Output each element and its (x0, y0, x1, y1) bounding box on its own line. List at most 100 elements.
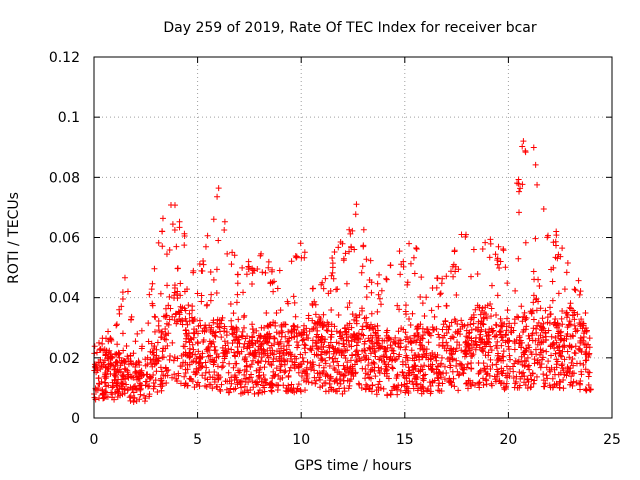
data-point (454, 339, 461, 346)
data-point (570, 378, 577, 385)
data-point (245, 258, 252, 265)
data-point (548, 266, 555, 273)
data-point (350, 331, 357, 338)
data-point (227, 300, 234, 307)
data-point (241, 371, 248, 378)
data-point (363, 319, 370, 326)
data-point (359, 263, 366, 270)
data-point (301, 249, 308, 256)
data-point (356, 381, 363, 388)
data-point (265, 339, 272, 346)
data-point (517, 185, 524, 192)
data-point (380, 385, 387, 392)
data-point (519, 181, 526, 188)
data-point (376, 271, 383, 278)
data-point (189, 307, 196, 314)
data-point (486, 254, 493, 261)
data-point (521, 362, 528, 369)
data-point (113, 380, 120, 387)
data-point (582, 366, 589, 373)
data-point (239, 264, 246, 271)
x-tick-label: 20 (499, 432, 517, 448)
data-point (374, 280, 381, 287)
data-point (451, 248, 458, 255)
data-point (462, 338, 469, 345)
data-point (532, 337, 539, 344)
data-point (400, 326, 407, 333)
data-point (348, 244, 355, 251)
data-point (375, 367, 382, 374)
data-point (572, 325, 579, 332)
data-point (493, 361, 500, 368)
data-point (470, 351, 477, 358)
data-point (94, 387, 101, 394)
data-point (110, 362, 117, 369)
data-point (470, 320, 477, 327)
data-point (482, 311, 489, 318)
data-point (102, 379, 109, 386)
data-point (418, 274, 425, 281)
data-point (494, 371, 501, 378)
data-point (492, 251, 499, 258)
data-point (359, 323, 366, 330)
data-point (378, 287, 385, 294)
data-point (434, 374, 441, 381)
data-point (434, 363, 441, 370)
data-point (213, 266, 220, 273)
data-point (160, 354, 167, 361)
data-point (118, 381, 125, 388)
data-point (344, 322, 351, 329)
data-point (455, 372, 462, 379)
data-point (240, 314, 247, 321)
data-point (361, 347, 368, 354)
data-point (214, 323, 221, 330)
data-point (151, 265, 158, 272)
data-point (334, 286, 341, 293)
data-point (200, 257, 207, 264)
data-point (387, 342, 394, 349)
data-point (447, 364, 454, 371)
data-point (153, 352, 160, 359)
data-point (102, 364, 109, 371)
data-point (158, 329, 165, 336)
data-point (383, 275, 390, 282)
data-point (313, 377, 320, 384)
data-point (221, 325, 228, 332)
data-point (173, 375, 180, 382)
data-point (268, 362, 275, 369)
data-point (498, 334, 505, 341)
data-point (270, 358, 277, 365)
data-point (319, 383, 326, 390)
data-point (159, 215, 166, 222)
data-point (285, 385, 292, 392)
data-point (354, 351, 361, 358)
data-point (230, 310, 237, 317)
data-point (424, 387, 431, 394)
data-point (422, 371, 429, 378)
data-point (165, 367, 172, 374)
data-point (113, 321, 120, 328)
data-point (549, 384, 556, 391)
data-point (515, 314, 522, 321)
data-point (267, 384, 274, 391)
data-point (163, 312, 170, 319)
data-point (526, 335, 533, 342)
data-point (566, 318, 573, 325)
data-point (233, 325, 240, 332)
data-point (178, 307, 185, 314)
data-point (544, 314, 551, 321)
data-point (182, 366, 189, 373)
data-point (415, 333, 422, 340)
data-point (405, 370, 412, 377)
data-point (185, 302, 192, 309)
data-point (202, 243, 209, 250)
data-point (126, 394, 133, 401)
data-point (510, 375, 517, 382)
data-point (349, 227, 356, 234)
data-point (271, 373, 278, 380)
data-point (576, 291, 583, 298)
data-point (438, 280, 445, 287)
data-point (513, 336, 520, 343)
data-point (494, 338, 501, 345)
data-point (190, 346, 197, 353)
